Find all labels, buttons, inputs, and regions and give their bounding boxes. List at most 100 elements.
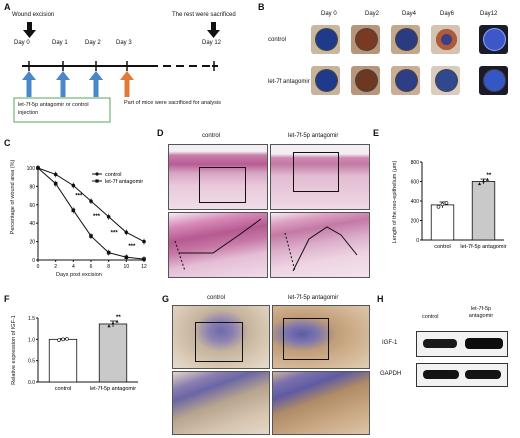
f-ytick-label: 0.0 — [28, 380, 35, 386]
f-ytick-label: 1.0 — [28, 337, 35, 343]
c-legend-marker-antagomir — [95, 179, 99, 183]
c-xlabel: Days post excision — [56, 272, 102, 278]
c-point-control — [124, 230, 129, 235]
day1-label: Day 1 — [52, 40, 68, 46]
f-point-antagomir — [111, 321, 115, 325]
f-category-label: control — [55, 386, 72, 392]
f-category-label: let-7f-5p antagomir — [90, 386, 136, 392]
b-col-day4: Day4 — [402, 11, 417, 17]
f-ytick-label: 0.5 — [28, 359, 35, 365]
c-significance: *** — [128, 244, 136, 250]
wound-excision-label: Wound excision — [12, 12, 55, 18]
e-bar-antagomir — [471, 181, 496, 241]
c-point-antagomir — [142, 257, 146, 261]
b-col-day12: Day12 — [480, 11, 498, 17]
c-point-antagomir — [89, 234, 93, 238]
wound-photo-control-day2 — [351, 25, 380, 54]
c-point-antagomir — [106, 250, 111, 255]
western-blot-gapdh — [416, 363, 508, 387]
c-ytick-label: 80 — [29, 184, 35, 190]
c-xtick-label: 10 — [124, 264, 130, 270]
f-significance: ** — [116, 315, 121, 321]
sacrificed-note: Part of mice were sacrificed for analysi… — [124, 100, 221, 106]
g-col-antagomir: let-7f-5p antagomir — [288, 295, 339, 301]
wound-photo-control-day12 — [479, 25, 508, 54]
analysis-arrow — [120, 71, 134, 97]
e-category-label: let-7f-5p antagomir — [460, 244, 506, 250]
he-control-box — [199, 167, 246, 203]
wound-photo-antagomir-day0 — [311, 66, 340, 95]
g-col-control: control — [207, 295, 226, 301]
c-point-control — [142, 239, 146, 244]
h-col-control: control — [422, 314, 439, 320]
he-antagomir-box — [293, 152, 339, 192]
wound-area-line-chart: 0 20 40 60 80 100 0 2 4 6 8 10 12 *** *** *** *** control… — [27, 165, 147, 270]
ihc-control-box — [195, 322, 243, 362]
c-point-control — [53, 172, 58, 177]
panel-d-label: D — [157, 128, 164, 138]
f-point-control — [57, 338, 61, 342]
c-significance: *** — [75, 194, 83, 200]
c-ytick-label: 20 — [29, 240, 35, 246]
he-control-high-mag — [168, 212, 268, 278]
f-point-antagomir — [115, 319, 119, 323]
igf1-expression-bar-chart: 0.0 0.5 1.0 1.5 control let-7f-5p antagomir ** — [28, 315, 138, 392]
c-significance: *** — [111, 230, 119, 236]
igf1-band-antagomir — [465, 338, 503, 349]
ihc-antagomir-box — [283, 318, 329, 360]
c-xtick-label: 6 — [90, 264, 93, 270]
wound-photo-antagomir-day4 — [391, 66, 420, 95]
gapdh-band-antagomir — [465, 370, 501, 379]
c-ylabel: Percentage of wound area (%) — [10, 159, 16, 235]
e-bar-control — [430, 204, 455, 241]
ihc-control-low-mag — [172, 305, 270, 369]
b-col-day6: Day6 — [440, 11, 455, 17]
c-legend-label: let-7f antagomir — [105, 179, 143, 185]
he-antagomir-epithelium-line — [284, 226, 358, 272]
western-blot-igf1 — [416, 331, 508, 357]
e-point-antagomir — [477, 182, 482, 186]
wound-photo-antagomir-day2 — [351, 66, 380, 95]
h-col-antagomir: let-7f-5p antagomir — [468, 306, 494, 319]
c-point-control — [106, 214, 111, 219]
b-col-day2: Day2 — [365, 11, 380, 17]
c-ytick-label: 60 — [29, 203, 35, 209]
c-xtick-label: 8 — [107, 264, 110, 270]
c-point-antagomir — [71, 208, 76, 213]
he-antagomir-high-mag — [270, 212, 370, 278]
gapdh-band-control — [423, 370, 459, 379]
e-ytick-label: 800 — [411, 160, 420, 166]
c-ytick-label: 100 — [27, 166, 36, 172]
f-bar-control — [48, 338, 78, 383]
f-point-control — [61, 337, 65, 342]
c-xtick-label: 2 — [54, 264, 57, 270]
h-row-igf1: IGF-1 — [382, 340, 398, 346]
e-point-antagomir — [481, 179, 486, 183]
day12-label: Day 12 — [202, 40, 222, 46]
ihc-control-high-mag — [172, 371, 270, 435]
c-ytick-label: 0 — [32, 258, 35, 264]
wound-photo-control-day4 — [391, 25, 420, 54]
b-row-antagomir: let-7f antagomir — [268, 79, 310, 85]
he-control-low-mag — [168, 144, 268, 210]
e-ylabel: Length of the neo-epithelium (μm) — [392, 160, 398, 244]
day3-label: Day 3 — [116, 40, 132, 46]
day2-label: Day 2 — [85, 40, 101, 46]
sacrifice-arrow — [207, 22, 220, 38]
wound-photo-control-day0 — [311, 25, 340, 54]
rest-sacrificed-label: The rest were sacrificed — [172, 12, 236, 18]
b-row-control: control — [268, 37, 287, 43]
wound-photo-antagomir-day12 — [479, 66, 508, 95]
c-point-control — [89, 199, 93, 203]
wound-photo-control-day6 — [431, 25, 460, 54]
c-xtick-label: 0 — [37, 264, 40, 270]
e-point-control — [436, 205, 441, 209]
ihc-antagomir-low-mag — [272, 305, 370, 369]
c-xtick-label: 12 — [141, 264, 147, 270]
day0-label: Day 0 — [14, 40, 30, 46]
e-ytick-label: 400 — [411, 199, 420, 205]
injection-arrows — [22, 71, 103, 97]
h-row-gapdh: GAPDH — [380, 371, 402, 377]
excision-arrow — [23, 22, 36, 38]
panel-g-label: G — [162, 294, 170, 304]
